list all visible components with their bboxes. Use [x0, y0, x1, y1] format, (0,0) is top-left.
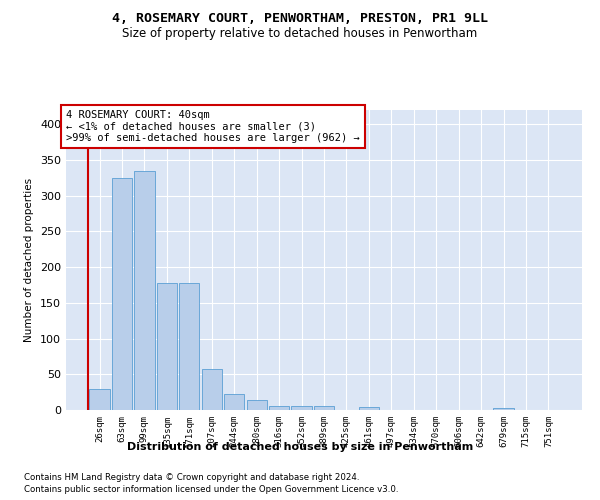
Bar [292, 406, 311, 410]
Bar [112, 178, 132, 410]
Bar [179, 283, 199, 410]
Text: 4, ROSEMARY COURT, PENWORTHAM, PRESTON, PR1 9LL: 4, ROSEMARY COURT, PENWORTHAM, PRESTON, … [112, 12, 488, 26]
Bar [224, 394, 244, 410]
Text: Contains HM Land Registry data © Crown copyright and database right 2024.: Contains HM Land Registry data © Crown c… [24, 472, 359, 482]
Text: Distribution of detached houses by size in Penwortham: Distribution of detached houses by size … [127, 442, 473, 452]
Bar [89, 388, 110, 410]
Text: Contains public sector information licensed under the Open Government Licence v3: Contains public sector information licen… [24, 485, 398, 494]
Bar [314, 406, 334, 410]
Bar [269, 406, 289, 410]
Bar [359, 407, 379, 410]
Bar [247, 400, 267, 410]
Y-axis label: Number of detached properties: Number of detached properties [25, 178, 34, 342]
Bar [202, 370, 222, 410]
Text: Size of property relative to detached houses in Penwortham: Size of property relative to detached ho… [122, 28, 478, 40]
Bar [134, 170, 155, 410]
Text: 4 ROSEMARY COURT: 40sqm
← <1% of detached houses are smaller (3)
>99% of semi-de: 4 ROSEMARY COURT: 40sqm ← <1% of detache… [66, 110, 360, 143]
Bar [157, 283, 177, 410]
Bar [493, 408, 514, 410]
